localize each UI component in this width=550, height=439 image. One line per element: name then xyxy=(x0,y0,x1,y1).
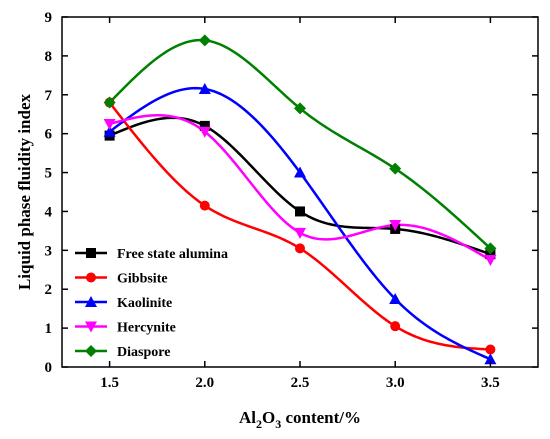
data-point xyxy=(199,120,210,131)
y-tick-label: 4 xyxy=(45,204,53,220)
data-point xyxy=(294,227,306,239)
y-tick-label: 7 xyxy=(45,88,53,104)
y-axis-title: Liquid phase fluidity index xyxy=(15,93,34,290)
data-point xyxy=(198,34,211,47)
x-tick-label: 3.0 xyxy=(386,375,405,391)
y-tick-label: 5 xyxy=(45,166,53,182)
data-point xyxy=(198,82,211,94)
data-point xyxy=(295,243,305,254)
data-point xyxy=(198,126,211,138)
y-tick-label: 2 xyxy=(45,282,53,298)
x-axis-title-part: content/% xyxy=(281,408,361,427)
ticks: 1.5 2.0 2.5 3.0 3.5 0 1 2 3 4 5 6 7 8 9 xyxy=(45,10,538,391)
series-curve xyxy=(108,86,491,361)
legend-label: Diaspore xyxy=(117,345,170,360)
y-tick-label: 0 xyxy=(45,360,53,376)
data-point xyxy=(389,220,402,232)
x-tick-label: 2.0 xyxy=(195,375,214,391)
data-point xyxy=(85,345,97,357)
data-point xyxy=(103,125,116,137)
data-point xyxy=(86,248,96,258)
data-point xyxy=(85,321,97,333)
axes xyxy=(61,16,539,368)
x-axis-title: Al2O3 content/% xyxy=(239,408,361,431)
data-point xyxy=(103,118,116,130)
data-point xyxy=(485,344,496,355)
data-point xyxy=(103,96,116,109)
series-curve xyxy=(108,101,491,351)
x-tick-label: 1.5 xyxy=(100,375,119,391)
data-point xyxy=(390,321,401,332)
y-tick-label: 9 xyxy=(45,10,53,26)
x-axis-title-subscript: 3 xyxy=(275,417,281,431)
data-point xyxy=(295,206,305,217)
plot-frame xyxy=(61,16,539,368)
x-axis-title-subscript: 2 xyxy=(256,417,262,431)
data-point xyxy=(85,296,97,307)
data-point xyxy=(86,272,96,283)
y-tick-label: 3 xyxy=(45,243,53,259)
legend-label: Hercynite xyxy=(117,321,176,336)
data-point xyxy=(389,292,402,304)
legend: Free state alumina Gibbsite Kaolinite Hercy… xyxy=(75,247,228,360)
legend-label: Gibbsite xyxy=(117,272,168,287)
x-axis-title-part: O xyxy=(262,408,275,427)
data-point xyxy=(484,242,497,255)
y-tick-label: 6 xyxy=(45,127,53,143)
data-point xyxy=(294,102,306,115)
legend-label: Free state alumina xyxy=(117,247,228,262)
x-tick-label: 3.5 xyxy=(481,375,500,391)
data-point xyxy=(389,162,402,175)
x-tick-label: 2.5 xyxy=(291,375,310,391)
y-tick-label: 8 xyxy=(45,49,53,65)
data-point xyxy=(484,353,497,365)
data-point xyxy=(294,166,306,178)
y-tick-label: 1 xyxy=(45,321,53,337)
series-curve xyxy=(108,38,492,250)
data-point xyxy=(199,200,210,211)
legend-label: Kaolinite xyxy=(117,296,172,311)
data-point xyxy=(484,255,497,267)
fit-curves xyxy=(108,38,492,361)
x-axis-title-part: Al xyxy=(239,408,256,427)
data-markers xyxy=(103,34,497,365)
